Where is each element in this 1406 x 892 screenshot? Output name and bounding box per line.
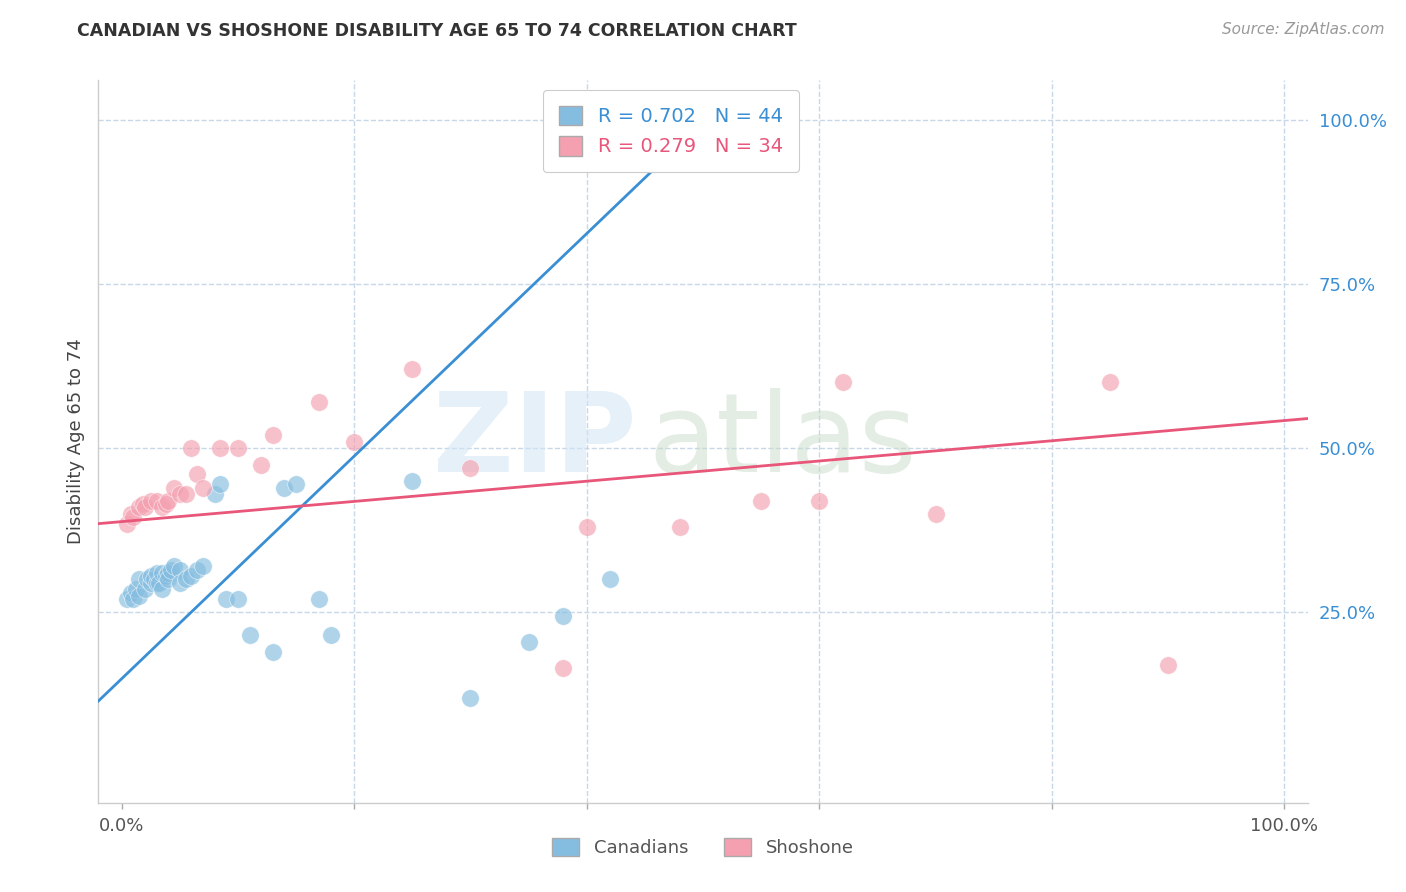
Point bbox=[401, 474, 423, 488]
Point bbox=[599, 573, 621, 587]
Point bbox=[117, 592, 139, 607]
Point bbox=[157, 573, 180, 587]
Point bbox=[159, 563, 181, 577]
Point bbox=[145, 575, 167, 590]
Point bbox=[191, 481, 214, 495]
Point bbox=[117, 516, 139, 531]
Point bbox=[155, 569, 177, 583]
Text: ZIP: ZIP bbox=[433, 388, 637, 495]
Point bbox=[262, 428, 284, 442]
Point bbox=[122, 592, 145, 607]
Point bbox=[174, 487, 197, 501]
Point bbox=[553, 661, 575, 675]
Y-axis label: Disability Age 65 to 74: Disability Age 65 to 74 bbox=[66, 339, 84, 544]
Point bbox=[808, 493, 831, 508]
Point bbox=[308, 592, 330, 607]
Point bbox=[134, 582, 156, 597]
Point bbox=[139, 569, 162, 583]
Point bbox=[460, 690, 482, 705]
Point bbox=[262, 645, 284, 659]
Point bbox=[239, 628, 262, 642]
Point bbox=[186, 563, 208, 577]
Point bbox=[575, 520, 598, 534]
Point bbox=[1098, 376, 1121, 390]
Point bbox=[1157, 657, 1180, 672]
Point bbox=[226, 441, 249, 455]
Point bbox=[145, 493, 167, 508]
Point bbox=[343, 434, 366, 449]
Point bbox=[924, 507, 946, 521]
Point bbox=[460, 460, 482, 475]
Point bbox=[191, 559, 214, 574]
Point bbox=[139, 493, 162, 508]
Legend: Canadians, Shoshone: Canadians, Shoshone bbox=[543, 829, 863, 866]
Point bbox=[174, 573, 197, 587]
Point bbox=[143, 573, 166, 587]
Point bbox=[308, 395, 330, 409]
Point bbox=[163, 559, 186, 574]
Point bbox=[180, 569, 202, 583]
Point bbox=[285, 477, 308, 491]
Point bbox=[273, 481, 295, 495]
Point bbox=[831, 376, 853, 390]
Point bbox=[157, 566, 180, 580]
Point bbox=[150, 582, 173, 597]
Point bbox=[180, 441, 202, 455]
Point bbox=[657, 139, 679, 153]
Point bbox=[148, 575, 170, 590]
Point bbox=[169, 575, 191, 590]
Point bbox=[136, 573, 159, 587]
Point bbox=[186, 467, 208, 482]
Text: atlas: atlas bbox=[648, 388, 917, 495]
Point bbox=[128, 500, 150, 515]
Point bbox=[250, 458, 273, 472]
Point bbox=[139, 575, 162, 590]
Point bbox=[668, 520, 690, 534]
Point bbox=[209, 441, 232, 455]
Point bbox=[122, 510, 145, 524]
Point bbox=[134, 500, 156, 515]
Point bbox=[169, 487, 191, 501]
Point bbox=[215, 592, 238, 607]
Point bbox=[145, 566, 167, 580]
Point bbox=[124, 582, 146, 597]
Point bbox=[128, 589, 150, 603]
Point bbox=[209, 477, 232, 491]
Point bbox=[150, 500, 173, 515]
Point bbox=[517, 635, 540, 649]
Point bbox=[128, 573, 150, 587]
Point bbox=[553, 608, 575, 623]
Point bbox=[157, 493, 180, 508]
Point bbox=[401, 362, 423, 376]
Point bbox=[226, 592, 249, 607]
Point bbox=[131, 497, 153, 511]
Point bbox=[150, 566, 173, 580]
Point bbox=[204, 487, 226, 501]
Point bbox=[681, 132, 703, 146]
Text: Source: ZipAtlas.com: Source: ZipAtlas.com bbox=[1222, 22, 1385, 37]
Text: CANADIAN VS SHOSHONE DISABILITY AGE 65 TO 74 CORRELATION CHART: CANADIAN VS SHOSHONE DISABILITY AGE 65 T… bbox=[77, 22, 797, 40]
Point bbox=[749, 493, 772, 508]
Point bbox=[120, 507, 142, 521]
Point bbox=[120, 585, 142, 599]
Point bbox=[319, 628, 342, 642]
Point bbox=[169, 563, 191, 577]
Point bbox=[163, 481, 186, 495]
Point bbox=[155, 497, 177, 511]
